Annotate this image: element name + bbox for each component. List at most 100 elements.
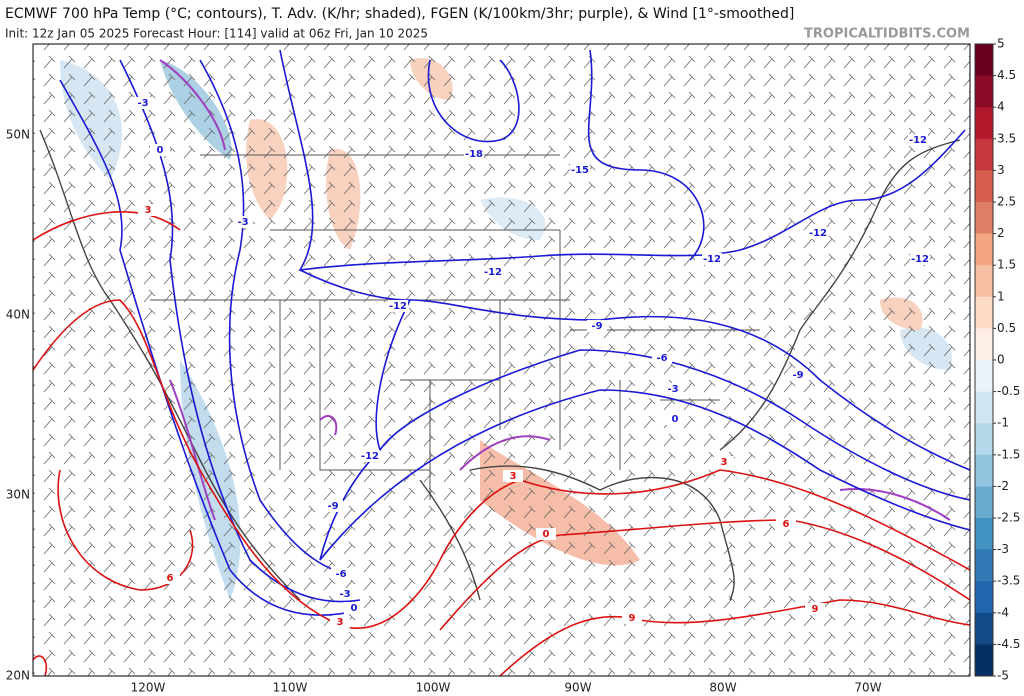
title: ECMWF 700 hPa Temp (°C; contours), T. Ad… xyxy=(5,6,794,22)
colorbar-label: 4 xyxy=(997,100,1005,114)
contour-label: 0 xyxy=(672,414,679,425)
colorbar-band xyxy=(975,612,993,645)
contour-label-bg xyxy=(714,456,734,468)
contour-label-bg xyxy=(808,227,828,239)
contour-label-bg xyxy=(652,352,672,364)
contour-label: 0 xyxy=(157,145,164,156)
colorbar-band xyxy=(975,486,993,519)
contour-label-bg xyxy=(503,470,523,482)
contour-label: -12 xyxy=(911,254,929,265)
colorbar-label: -1.5 xyxy=(997,447,1020,461)
contour-label: 9 xyxy=(629,613,636,624)
colorbar-band xyxy=(975,423,993,456)
colorbar-band xyxy=(975,391,993,424)
colorbar-label: 1.5 xyxy=(997,258,1016,272)
contour-label: -3 xyxy=(237,217,248,228)
contour-label-bg xyxy=(587,320,607,332)
borders xyxy=(39,129,961,601)
contour-label-bg xyxy=(622,612,642,624)
contour-label-bg xyxy=(150,144,170,156)
colorbar-label: -2.5 xyxy=(997,511,1020,525)
colorbar-band xyxy=(975,107,993,140)
colorbar-band xyxy=(975,75,993,108)
contour-label-bg xyxy=(335,588,355,600)
colorbar-band xyxy=(975,296,993,329)
contour-label: -12 xyxy=(484,267,502,278)
lon-label: 120W xyxy=(131,681,166,695)
colorbar-label: -1 xyxy=(997,416,1009,430)
watermark: TROPICALTIDBITS.COM xyxy=(804,27,970,42)
colorbar-label: 0 xyxy=(997,353,1005,367)
contour-label: 3 xyxy=(721,457,728,468)
colorbar-label: -4.5 xyxy=(997,637,1020,651)
colorbar-band xyxy=(975,328,993,361)
lat-label: 20N xyxy=(6,669,30,683)
contour-label-bg xyxy=(788,369,808,381)
colorbar-label: -3.5 xyxy=(997,574,1020,588)
lon-label: 100W xyxy=(416,681,451,695)
contour-label-bg xyxy=(665,413,685,425)
contour-label-bg xyxy=(483,266,503,278)
colorbar-label: 3 xyxy=(997,163,1005,177)
contour-label-bg xyxy=(331,568,351,580)
contour-label: -12 xyxy=(361,451,379,462)
colorbar-label: -4 xyxy=(997,605,1009,619)
contour-label: 0 xyxy=(543,529,550,540)
contour-label: 0 xyxy=(351,603,358,614)
colorbar-label: -2 xyxy=(997,479,1009,493)
contour-label: -6 xyxy=(656,353,667,364)
contour-label: -6 xyxy=(335,569,346,580)
temperature-contours xyxy=(33,49,970,676)
colorbar-label: -0.5 xyxy=(997,384,1020,398)
lat-label: 30N xyxy=(6,488,30,502)
lon-label: 110W xyxy=(273,681,308,695)
contour-label-bg xyxy=(330,616,350,628)
fgen-contours xyxy=(159,59,951,521)
colorbar-label: 4.5 xyxy=(997,68,1016,82)
contour-label: -12 xyxy=(909,135,927,146)
colorbar-band xyxy=(975,170,993,203)
contour-label: -9 xyxy=(591,321,602,332)
colorbar-band xyxy=(975,44,993,77)
colorbar-band xyxy=(975,644,993,677)
contour-label-bg xyxy=(908,134,928,146)
colorbar-band xyxy=(975,202,993,235)
contour-label-bg xyxy=(233,216,253,228)
colorbar-label: -3 xyxy=(997,542,1009,556)
contour-label-bg xyxy=(776,518,796,530)
contour-label-bg xyxy=(133,97,153,109)
contour-label: 3 xyxy=(510,471,517,482)
colorbar-label: 0.5 xyxy=(997,321,1016,335)
contour-label: -12 xyxy=(389,301,407,312)
contour-label: 6 xyxy=(783,519,790,530)
contour-label-bg xyxy=(160,572,180,584)
contour-label-bg xyxy=(570,164,590,176)
colorbar-band xyxy=(975,518,993,551)
contour-label-bg xyxy=(388,300,408,312)
lon-label: 90W xyxy=(564,681,591,695)
contour-label: 3 xyxy=(145,205,152,216)
contour-label: -3 xyxy=(137,98,148,109)
contour-label-bg xyxy=(805,603,825,615)
contour-label: -12 xyxy=(809,228,827,239)
lon-label: 70W xyxy=(854,681,881,695)
colorbar-band xyxy=(975,454,993,487)
colorbar-label: 1 xyxy=(997,289,1005,303)
contour-label-bg xyxy=(663,383,683,395)
contour-label: -18 xyxy=(465,149,483,160)
contour-label: -9 xyxy=(327,501,338,512)
colorbar-label: 5 xyxy=(997,37,1005,51)
map-frame xyxy=(32,43,971,677)
contour-label-bg xyxy=(360,450,380,462)
subtitle: Init: 12z Jan 05 2025 Forecast Hour: [11… xyxy=(5,27,428,41)
contour-label-bg xyxy=(464,148,484,160)
colorbar-band xyxy=(975,233,993,266)
contour-label: -3 xyxy=(667,384,678,395)
contour-label: -12 xyxy=(703,254,721,265)
colorbar-band xyxy=(975,360,993,393)
colorbar-label: 2.5 xyxy=(997,195,1016,209)
colorbar-band xyxy=(975,138,993,171)
colorbar-label: -5 xyxy=(997,669,1009,683)
colorbar-label: 2 xyxy=(997,226,1005,240)
